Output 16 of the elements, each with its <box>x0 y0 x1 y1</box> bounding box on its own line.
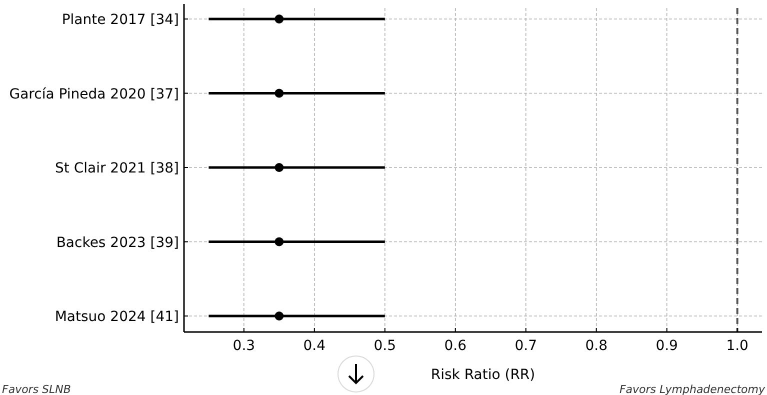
y-tick-label: St Clair 2021 [38] <box>55 160 179 176</box>
x-tick-label: 0.7 <box>514 338 537 354</box>
x-tick-label: 0.3 <box>232 338 256 354</box>
x-tick-label: 1.0 <box>726 338 748 354</box>
y-tick-label: Matsuo 2024 [41] <box>54 309 179 325</box>
text: Favors SLNB <box>2 383 71 395</box>
x-tick-label: 0.8 <box>585 338 608 354</box>
y-tick-label: García Pineda 2020 [37] <box>9 86 179 102</box>
y-tick-label: Backes 2023 [39] <box>56 234 179 251</box>
x-tick-label: 0.9 <box>656 338 678 354</box>
x-tick-label: 0.6 <box>444 338 467 354</box>
y-tick-label: Plante 2017 [34] <box>62 12 179 28</box>
x-tick-label: 0.5 <box>374 338 396 354</box>
x-tick-label: 0.4 <box>303 338 326 354</box>
x-axis-title: Risk Ratio (RR) <box>430 367 536 383</box>
text: Favors Lymphadenectomy <box>619 383 766 395</box>
